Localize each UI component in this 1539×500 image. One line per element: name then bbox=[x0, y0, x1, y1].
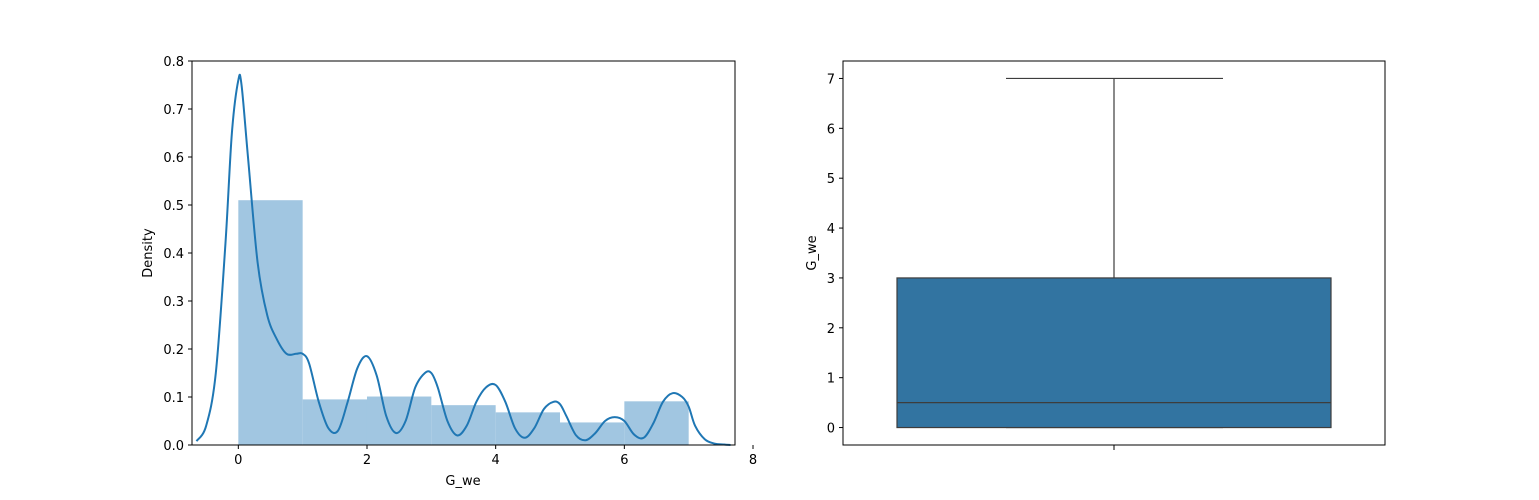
histogram-x-ticks: 0 2 4 6 8 bbox=[234, 445, 757, 468]
y-tick-label: 1 bbox=[827, 372, 835, 387]
y-tick-label: 7 bbox=[827, 72, 835, 87]
x-tick-label: 6 bbox=[620, 453, 628, 468]
y-tick-label: 0.7 bbox=[163, 103, 184, 118]
y-tick-label: 5 bbox=[827, 172, 835, 187]
y-tick-label: 0.1 bbox=[163, 391, 184, 406]
histogram-bar bbox=[238, 200, 303, 445]
histogram-y-axis-label: Density bbox=[141, 228, 156, 278]
histogram-y-ticks: 0.0 0.1 0.2 0.3 0.4 0.5 0.6 0.7 0.8 bbox=[163, 55, 192, 454]
boxplot-y-ticks: 0 1 2 3 4 5 6 7 bbox=[827, 72, 843, 437]
x-tick-label: 0 bbox=[234, 453, 242, 468]
histogram-bar bbox=[431, 405, 496, 445]
histogram-bars bbox=[238, 200, 689, 445]
boxplot-y-axis-label: G_we bbox=[805, 235, 820, 270]
histogram-bar bbox=[624, 401, 689, 445]
boxplot-panel: 0 1 2 3 4 5 6 7 G_we bbox=[805, 60, 1386, 450]
x-tick-label: 8 bbox=[749, 453, 757, 468]
y-tick-label: 0.4 bbox=[163, 247, 184, 262]
y-tick-label: 0.2 bbox=[163, 343, 184, 358]
kde-line bbox=[195, 73, 731, 446]
box-iqr bbox=[896, 277, 1332, 429]
y-tick-label: 0 bbox=[827, 422, 835, 437]
y-tick-label: 0.3 bbox=[163, 295, 184, 310]
boxplot-elements bbox=[896, 77, 1332, 429]
y-tick-label: 0.8 bbox=[163, 55, 184, 70]
histogram-x-axis-label: G_we bbox=[445, 474, 480, 489]
y-tick-label: 0.6 bbox=[163, 151, 184, 166]
y-tick-label: 3 bbox=[827, 272, 835, 287]
y-tick-label: 6 bbox=[827, 122, 835, 137]
y-tick-label: 2 bbox=[827, 322, 835, 337]
y-tick-label: 4 bbox=[827, 222, 835, 237]
histogram-bar bbox=[366, 396, 432, 445]
y-tick-label: 0.5 bbox=[163, 199, 184, 214]
histogram-bar bbox=[302, 399, 367, 445]
histogram-bar bbox=[560, 422, 625, 445]
x-tick-label: 4 bbox=[492, 453, 500, 468]
y-tick-label: 0.0 bbox=[163, 439, 184, 454]
histogram-panel: 0 2 4 6 8 0.0 0.1 0.2 0.3 0.4 0.5 0.6 0.7 0.8 G_we D… bbox=[141, 55, 757, 489]
x-tick-label: 2 bbox=[363, 453, 371, 468]
histogram-bar bbox=[495, 412, 561, 445]
